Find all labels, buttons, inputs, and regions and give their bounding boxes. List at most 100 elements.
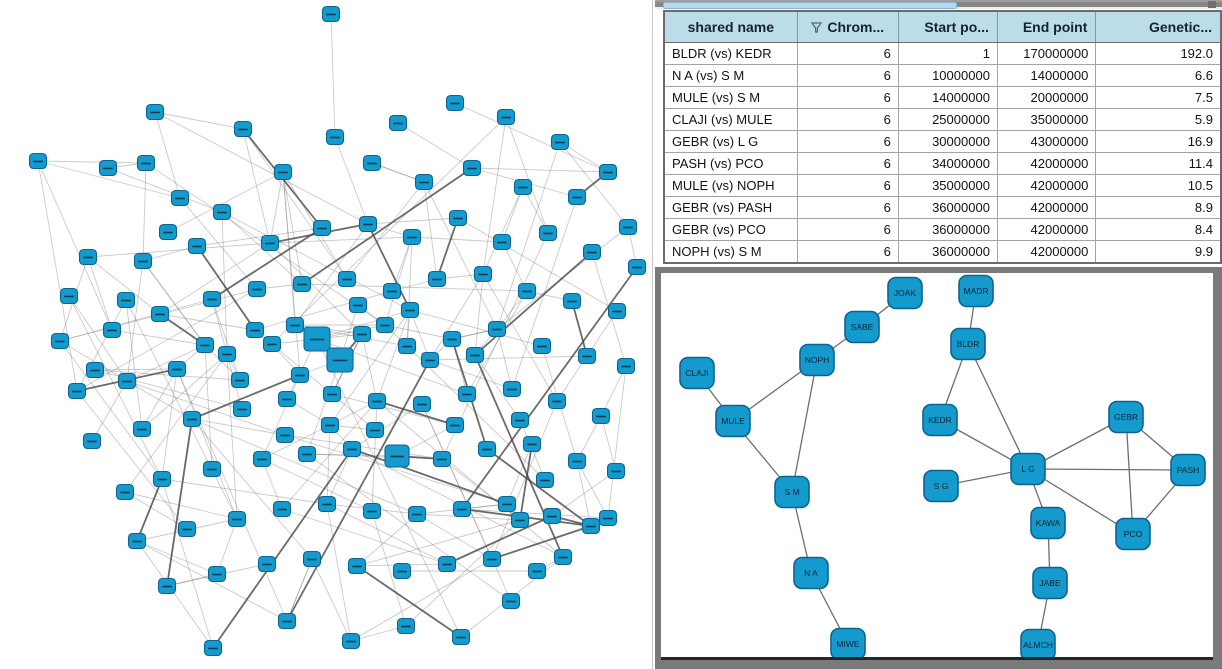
table-cell[interactable]: 36000000 xyxy=(898,240,998,264)
table-cell[interactable]: 8.4 xyxy=(1095,218,1222,241)
table-cell[interactable]: 6 xyxy=(797,218,899,241)
table-cell[interactable]: 6 xyxy=(797,152,899,175)
table-cell[interactable]: MULE (vs) NOPH xyxy=(664,174,798,197)
network-edge xyxy=(196,245,256,331)
table-cell[interactable]: 8.9 xyxy=(1095,196,1222,219)
table-cell[interactable]: 36000000 xyxy=(898,218,998,241)
node-jabe[interactable] xyxy=(1032,566,1068,600)
node-kawa[interactable] xyxy=(1030,506,1066,540)
table-cell[interactable]: 5.9 xyxy=(1095,108,1222,131)
node-n-a[interactable] xyxy=(793,556,829,590)
network-edge xyxy=(376,309,411,402)
network-edge xyxy=(409,309,543,347)
table-cell[interactable]: 6.6 xyxy=(1095,64,1222,87)
network-edge xyxy=(600,365,627,417)
scrollbar-thumb[interactable] xyxy=(663,2,957,9)
table-cell[interactable]: 1 xyxy=(898,42,998,65)
table-cell[interactable]: 7.5 xyxy=(1095,86,1222,109)
table-cell[interactable]: 6 xyxy=(797,108,899,131)
table-cell[interactable]: 42000000 xyxy=(997,240,1097,264)
node-almch[interactable] xyxy=(1020,628,1056,661)
table-cell[interactable]: 36000000 xyxy=(898,196,998,219)
table-row[interactable]: GEBR (vs) L G 6 30000000 43000000 16.9 xyxy=(664,130,1222,153)
table-row[interactable]: GEBR (vs) PCO 6 36000000 42000000 8.4 xyxy=(664,218,1222,241)
table-cell[interactable]: 10000000 xyxy=(898,64,998,87)
table-row[interactable]: MULE (vs) NOPH 6 35000000 42000000 10.5 xyxy=(664,174,1222,197)
table-cell[interactable]: GEBR (vs) PCO xyxy=(664,218,798,241)
table-cell[interactable]: GEBR (vs) PASH xyxy=(664,196,798,219)
table-cell[interactable]: GEBR (vs) L G xyxy=(664,130,798,153)
table-cell[interactable]: 10.5 xyxy=(1095,174,1222,197)
node-kedr[interactable] xyxy=(922,403,958,437)
table-cell[interactable]: 170000000 xyxy=(997,42,1097,65)
table-cell[interactable]: 6 xyxy=(797,130,899,153)
node-s-m[interactable] xyxy=(774,475,810,509)
node-miwe[interactable] xyxy=(830,627,866,660)
table-cell[interactable]: 20000000 xyxy=(997,86,1097,109)
network-edge xyxy=(350,558,493,642)
sub-network-view[interactable]: JOAK MADR SABE BLDR NOPH CLAJI GEBR KEDR MULE L G… xyxy=(655,267,1222,669)
network-edge xyxy=(326,503,448,565)
horizontal-scrollbar[interactable] xyxy=(655,0,1222,9)
node-pco[interactable] xyxy=(1115,517,1151,551)
network-edge xyxy=(436,217,459,280)
table-cell[interactable]: 192.0 xyxy=(1095,42,1222,65)
table-cell[interactable]: MULE (vs) S M xyxy=(664,86,798,109)
node-gebr[interactable] xyxy=(1108,400,1144,434)
table-cell[interactable]: 6 xyxy=(797,86,899,109)
table-cell[interactable]: PASH (vs) PCO xyxy=(664,152,798,175)
table-cell[interactable]: 6 xyxy=(797,240,899,264)
node-joak[interactable] xyxy=(887,276,923,310)
table-cell[interactable]: 9.9 xyxy=(1095,240,1222,264)
column-header-chrom---[interactable]: Chrom... xyxy=(797,11,899,43)
node-mule[interactable] xyxy=(715,404,751,438)
filter-icon[interactable] xyxy=(811,22,823,33)
table-cell[interactable]: BLDR (vs) KEDR xyxy=(664,42,798,65)
table-cell[interactable]: 6 xyxy=(797,64,899,87)
main-network-view[interactable] xyxy=(0,0,652,669)
table-row[interactable]: PASH (vs) PCO 6 34000000 42000000 11.4 xyxy=(664,152,1222,175)
table-cell[interactable]: N A (vs) S M xyxy=(664,64,798,87)
table-cell[interactable]: 30000000 xyxy=(898,130,998,153)
main-network-canvas[interactable] xyxy=(0,0,652,669)
table-cell[interactable]: 6 xyxy=(797,174,899,197)
node-s-g[interactable] xyxy=(923,469,959,503)
table-cell[interactable]: 42000000 xyxy=(997,174,1097,197)
table-cell[interactable]: NOPH (vs) S M xyxy=(664,240,798,264)
table-row[interactable]: CLAJI (vs) MULE 6 25000000 35000000 5.9 xyxy=(664,108,1222,131)
column-header-end-point[interactable]: End point xyxy=(997,11,1097,43)
node-claji[interactable] xyxy=(679,356,715,390)
table-cell[interactable]: 42000000 xyxy=(997,218,1097,241)
node-l-g[interactable] xyxy=(1010,452,1046,486)
table-cell[interactable]: 11.4 xyxy=(1095,152,1222,175)
table-row[interactable]: BLDR (vs) KEDR 6 1 170000000 192.0 xyxy=(664,42,1222,65)
table-cell[interactable]: 43000000 xyxy=(997,130,1097,153)
table-cell[interactable]: 6 xyxy=(797,42,899,65)
table-cell[interactable]: 14000000 xyxy=(898,86,998,109)
table-cell[interactable]: 16.9 xyxy=(1095,130,1222,153)
table-row[interactable]: N A (vs) S M 6 10000000 14000000 6.6 xyxy=(664,64,1222,87)
column-header-start-po---[interactable]: Start po... xyxy=(898,11,998,43)
node-sabe[interactable] xyxy=(844,310,880,344)
node-noph[interactable] xyxy=(799,343,835,377)
node-pash[interactable] xyxy=(1170,453,1206,487)
column-header-genetic---[interactable]: Genetic... xyxy=(1095,11,1222,43)
table-cell[interactable]: 14000000 xyxy=(997,64,1097,87)
node-madr[interactable] xyxy=(958,274,994,308)
table-row[interactable]: GEBR (vs) PASH 6 36000000 42000000 8.9 xyxy=(664,196,1222,219)
column-header-shared-name[interactable]: shared name xyxy=(664,11,798,43)
table-row[interactable]: MULE (vs) S M 6 14000000 20000000 7.5 xyxy=(664,86,1222,109)
table-cell[interactable]: 25000000 xyxy=(898,108,998,131)
table-cell[interactable]: 35000000 xyxy=(898,174,998,197)
network-edge xyxy=(474,251,593,356)
node-bldr[interactable] xyxy=(950,327,986,361)
table-cell[interactable]: 6 xyxy=(797,196,899,219)
table-cell[interactable]: 34000000 xyxy=(898,152,998,175)
table-row[interactable]: NOPH (vs) S M 6 36000000 42000000 9.9 xyxy=(664,240,1222,264)
table-cell[interactable]: 35000000 xyxy=(997,108,1097,131)
table-cell[interactable]: 42000000 xyxy=(997,196,1097,219)
network-edge xyxy=(294,223,369,326)
table-cell[interactable]: 42000000 xyxy=(997,152,1097,175)
table-cell[interactable]: CLAJI (vs) MULE xyxy=(664,108,798,131)
